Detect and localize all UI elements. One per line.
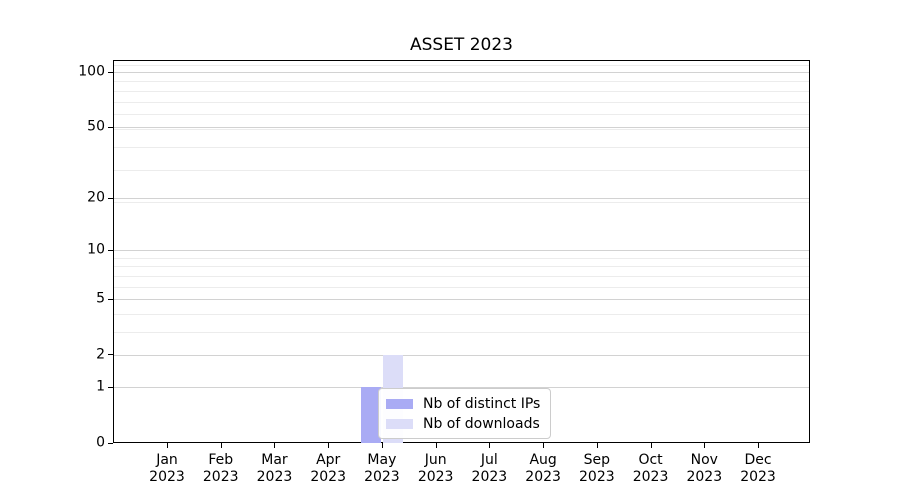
x-tick-month: Nov — [690, 452, 718, 468]
legend-item-distinct-ips: Nb of distinct IPs — [386, 394, 540, 413]
x-tick-label: Apr 2023 — [296, 452, 360, 485]
y-tick-label: 1 — [96, 378, 105, 395]
x-tick-label: Nov 2023 — [672, 452, 736, 485]
x-tick-month: Jun — [424, 452, 447, 468]
x-tick-mark — [381, 443, 383, 448]
y-tick-label: 20 — [87, 189, 105, 206]
x-tick-year: 2023 — [525, 468, 561, 485]
x-tick-month: Feb — [208, 452, 234, 468]
x-tick-mark — [274, 443, 276, 448]
y-tick-mark — [108, 71, 113, 73]
y-tick-label: 50 — [87, 118, 105, 135]
x-tick-year: 2023 — [417, 468, 454, 485]
legend-label-downloads: Nb of downloads — [423, 415, 540, 432]
y-tick-mark — [108, 197, 113, 199]
gridline-minor — [114, 202, 809, 204]
x-tick-year: 2023 — [202, 468, 239, 485]
x-tick-mark — [435, 443, 437, 448]
x-tick-month: Jan — [156, 452, 178, 468]
legend: Nb of distinct IPs Nb of downloads — [378, 388, 552, 439]
gridline-minor — [114, 258, 809, 259]
plot-area — [113, 60, 810, 443]
x-tick-mark — [489, 443, 491, 448]
y-tick-label: 5 — [96, 290, 105, 307]
x-tick-year: 2023 — [364, 468, 400, 485]
gridline-major — [114, 387, 809, 389]
gridline-major — [114, 354, 809, 356]
x-tick-label: Feb 2023 — [189, 452, 253, 485]
x-tick-month: Mar — [261, 452, 288, 468]
y-tick-label: 10 — [87, 241, 105, 258]
gridline-minor — [114, 169, 809, 171]
x-tick-mark — [167, 443, 168, 448]
x-tick-year: 2023 — [740, 468, 776, 485]
x-tick-month: Jul — [480, 452, 498, 468]
chart-title: ASSET 2023 — [409, 35, 513, 55]
gridline-minor — [114, 275, 809, 277]
y-tick-mark — [108, 249, 113, 251]
y-tick-mark — [108, 386, 113, 388]
gridline-minor — [114, 286, 809, 288]
x-tick-label: Jun 2023 — [404, 452, 468, 485]
x-tick-mark — [328, 443, 330, 448]
gridline-minor — [114, 313, 809, 315]
gridline-major — [114, 299, 809, 301]
gridline-major — [114, 250, 809, 252]
x-tick-label: Jul 2023 — [457, 452, 521, 485]
legend-swatch-distinct-ips-icon — [386, 398, 413, 409]
x-tick-mark — [758, 443, 760, 448]
x-tick-mark — [220, 443, 222, 448]
x-tick-year: 2023 — [686, 468, 723, 485]
gridline-minor — [114, 128, 809, 130]
x-tick-mark — [596, 443, 598, 448]
gridline-minor — [114, 114, 809, 116]
x-tick-month: Dec — [744, 452, 772, 468]
y-tick-label: 100 — [78, 63, 105, 80]
x-tick-year: 2023 — [471, 468, 508, 485]
y-tick-label: 0 — [96, 434, 105, 451]
gridline-minor — [114, 146, 809, 148]
legend-swatch-downloads-icon — [386, 418, 413, 429]
x-tick-year: 2023 — [256, 468, 293, 485]
x-tick-label: Mar 2023 — [242, 452, 306, 485]
x-tick-month: Oct — [638, 452, 663, 468]
x-tick-mark — [650, 443, 652, 448]
legend-item-downloads: Nb of downloads — [386, 414, 540, 433]
x-tick-label: May 2023 — [350, 452, 414, 485]
x-tick-year: 2023 — [632, 468, 669, 485]
x-tick-month: May — [367, 452, 397, 468]
bar-distinct-ips — [360, 387, 381, 443]
gridline-major — [114, 72, 809, 74]
x-tick-label: Oct 2023 — [619, 452, 683, 485]
x-tick-year: 2023 — [579, 468, 615, 485]
x-tick-mark — [543, 443, 545, 448]
legend-label-distinct-ips: Nb of distinct IPs — [423, 395, 541, 412]
gridline-minor — [114, 101, 809, 103]
x-tick-label: Sep 2023 — [565, 452, 629, 485]
x-tick-month: Aug — [529, 452, 557, 468]
y-tick-mark — [108, 442, 113, 444]
gridline-minor — [114, 65, 809, 67]
x-tick-label: Jan 2023 — [135, 452, 199, 485]
y-tick-mark — [108, 298, 113, 300]
x-tick-year: 2023 — [310, 468, 346, 485]
y-tick-label: 2 — [96, 346, 105, 363]
x-tick-label: Aug 2023 — [511, 452, 575, 485]
gridline-minor — [114, 90, 809, 92]
x-tick-mark — [704, 443, 706, 448]
x-tick-month: Sep — [583, 452, 611, 468]
y-tick-mark — [108, 126, 113, 128]
x-tick-label: Dec 2023 — [726, 452, 790, 485]
gridline-major — [114, 127, 809, 129]
gridline-minor — [114, 81, 809, 83]
y-tick-mark — [108, 354, 113, 356]
gridline-major — [114, 198, 809, 200]
gridline-minor — [114, 266, 809, 268]
x-tick-year: 2023 — [149, 468, 185, 485]
x-tick-month: Apr — [316, 452, 341, 468]
gridline-minor — [114, 331, 809, 333]
